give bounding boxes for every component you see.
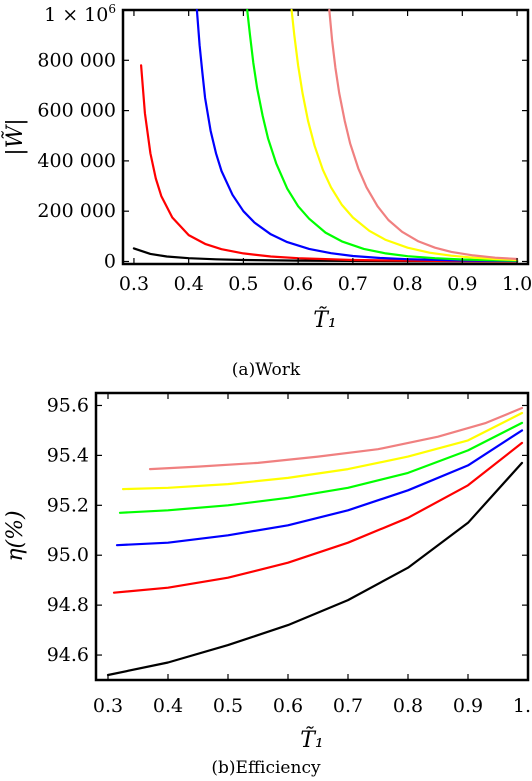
efficiency-series-line-4 xyxy=(118,421,524,514)
efficiency-plot-frame xyxy=(94,391,530,682)
work-x-tick-label: 0.7 xyxy=(338,273,368,295)
efficiency-series-line-1 xyxy=(106,461,524,677)
efficiency-x-axis-label: T̃₁ xyxy=(300,727,324,753)
efficiency-x-tick-label: 0.3 xyxy=(93,695,123,717)
work-y-axis-label: |W̃| xyxy=(2,118,28,155)
efficiency-x-tick-label: 0.4 xyxy=(153,695,183,717)
work-y-tick-label: 600 000 xyxy=(37,100,116,122)
efficiency-series-line-3 xyxy=(115,429,524,547)
efficiency-series-line-6 xyxy=(148,406,524,471)
efficiency-x-tick-label: 0.5 xyxy=(213,695,243,717)
work-x-tick-label: 1.0 xyxy=(502,273,532,295)
work-y-tick-label: 200 000 xyxy=(37,200,116,222)
efficiency-x-tick-label: 0.7 xyxy=(333,695,363,717)
work-series-line-2 xyxy=(140,64,519,263)
work-y-tick-label: 800 000 xyxy=(37,49,116,71)
work-x-tick-label: 0.4 xyxy=(174,273,204,295)
efficiency-y-tick-label: 95.2 xyxy=(47,494,89,516)
work-y-tick-label: 400 000 xyxy=(37,150,116,172)
work-series-line-6 xyxy=(328,8,519,261)
work-x-tick-label: 0.8 xyxy=(392,273,422,295)
work-x-axis-label: T̃₁ xyxy=(313,307,337,333)
efficiency-y-tick-label: 94.8 xyxy=(47,594,89,616)
work-plot-frame xyxy=(121,8,530,266)
efficiency-series-line-5 xyxy=(121,411,524,491)
work-y-top-label: 1 × 106 xyxy=(44,2,116,26)
work-series-line-4 xyxy=(246,8,519,262)
work-x-tick-label: 0.9 xyxy=(447,273,477,295)
efficiency-x-tick-label: 0.8 xyxy=(393,695,423,717)
efficiency-y-axis-label: η(%) xyxy=(3,510,28,561)
work-chart: 0.3 0.4 0.5 0.6 0.7 0.8 0.9 1.0 0 200 000 400 000… xyxy=(2,2,532,380)
work-x-tick-label: 0.6 xyxy=(283,273,313,295)
work-x-tick-label: 0.3 xyxy=(119,273,149,295)
efficiency-y-tick-label: 94.6 xyxy=(47,644,89,666)
efficiency-caption: (b)Efficiency xyxy=(211,758,321,778)
work-series-line-5 xyxy=(290,8,519,262)
efficiency-x-tick-label: 0.6 xyxy=(273,695,303,717)
work-y-tick-label: 0 xyxy=(104,250,116,272)
efficiency-y-tick-label: 95.0 xyxy=(47,544,89,566)
work-x-tick-label: 0.5 xyxy=(228,273,258,295)
efficiency-x-tick-label: 1.0 xyxy=(513,695,532,717)
efficiency-y-tick-label: 95.6 xyxy=(47,394,89,416)
efficiency-series-line-2 xyxy=(112,441,524,594)
work-series-line-3 xyxy=(195,8,519,263)
work-caption: (a)Work xyxy=(232,360,301,380)
efficiency-x-tick-label: 0.9 xyxy=(453,695,483,717)
efficiency-y-tick-label: 95.4 xyxy=(47,444,89,466)
efficiency-chart: 0.3 0.4 0.5 0.6 0.7 0.8 0.9 1.0 94.6 94.8 95.0 95.… xyxy=(3,391,532,778)
